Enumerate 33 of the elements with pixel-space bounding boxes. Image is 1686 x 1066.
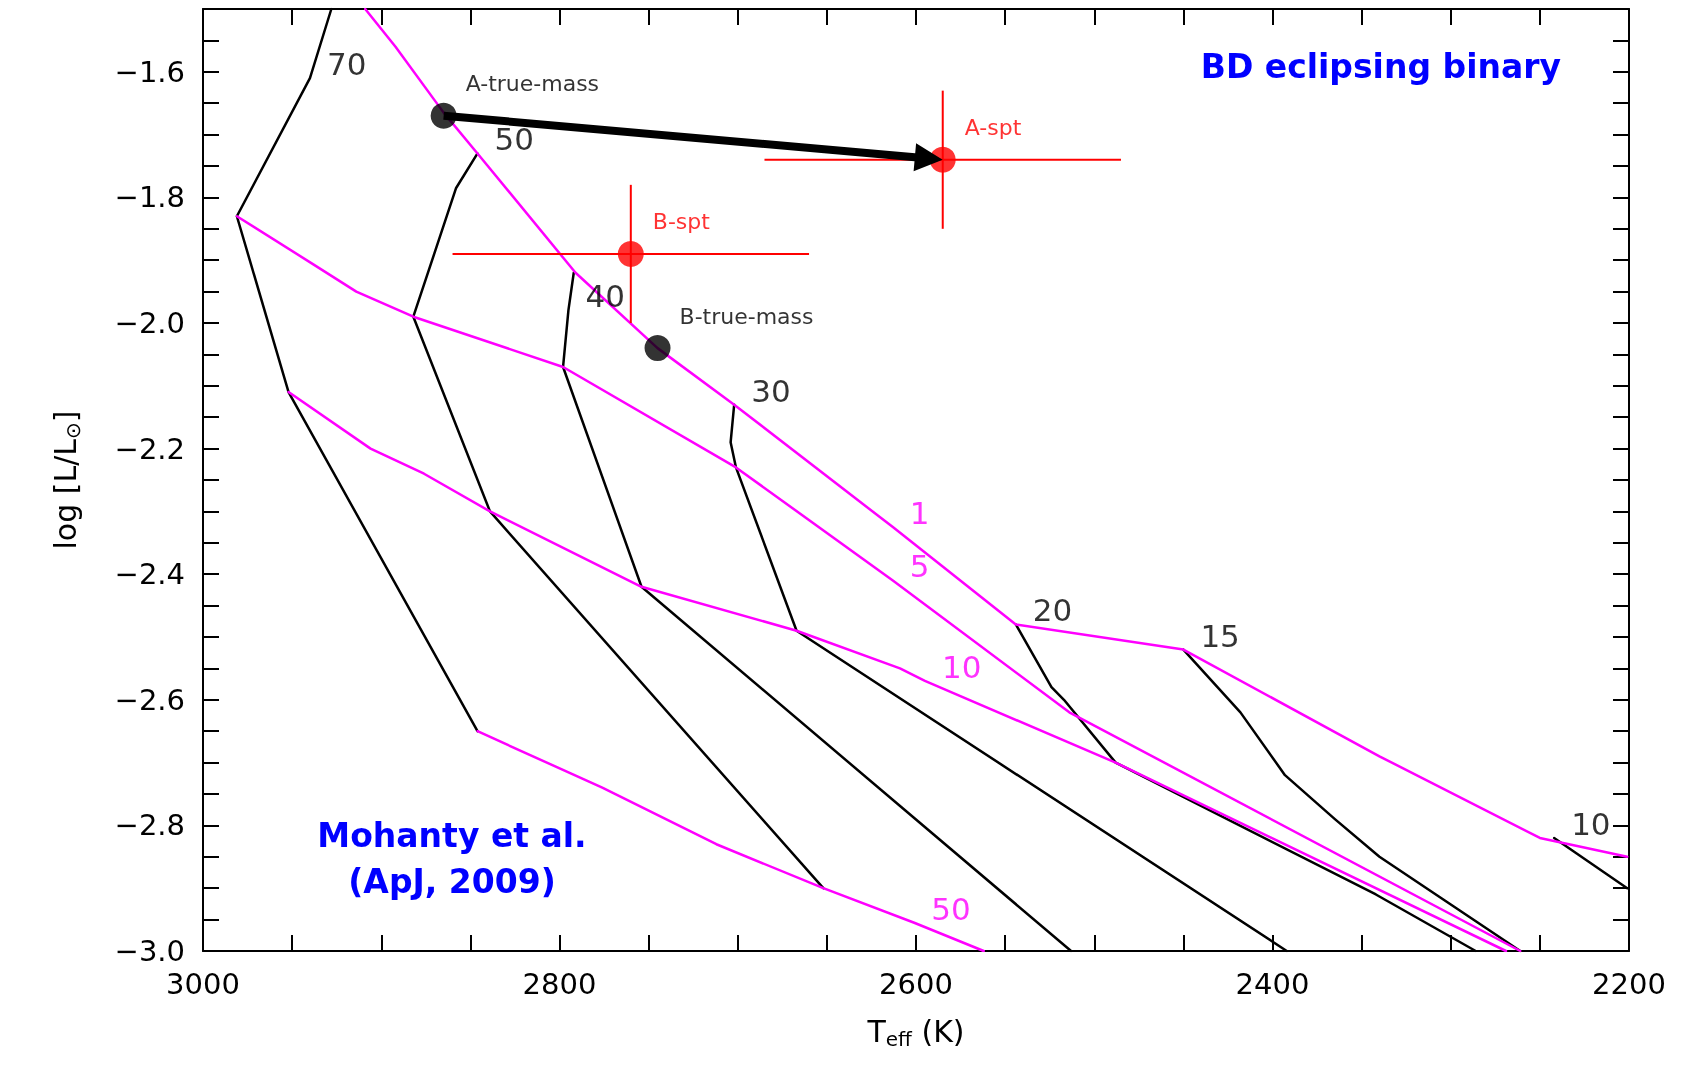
x-tick-label: 2800 [522,966,597,1001]
annotation: 15 [1200,617,1240,654]
point [644,335,671,362]
series-label: A-true-mass [465,71,600,97]
annotation: 10 [941,648,982,685]
y-axis-title: log [L/L⊙] [47,410,85,550]
y-tick-label: −2.6 [114,682,185,717]
series-label: A-spt [964,115,1022,141]
annotation: 20 [1032,592,1073,629]
annotation: 70 [326,46,367,83]
line-series [235,214,1522,953]
annotation: 1 [909,495,930,532]
annotation: 30 [751,372,791,409]
point [617,240,644,267]
y-tick-label: −1.8 [114,180,185,215]
x-tick-label: 2400 [1235,966,1310,1001]
y-tick-label: −1.6 [114,54,185,89]
annotation: Mohanty et al. (ApJ, 2009) [317,815,587,901]
y-tick-label: −2.4 [114,557,185,592]
y-tick-label: −2.0 [114,306,185,340]
annotation: 50 [494,121,534,158]
y-tick-label: −3.0 [114,934,185,968]
series-label: B-true-mass [679,303,814,329]
annotation: BD eclipsing binary [1200,47,1561,86]
annotation: 50 [931,890,971,927]
x-tick-label: 3000 [166,966,240,1001]
y-tick-label: −2.2 [114,431,185,466]
annotation: 5 [909,548,930,585]
series-label: B-spt [652,209,711,235]
x-tick-label: 2200 [1592,966,1666,1001]
y-tick-label: −2.8 [114,808,185,843]
x-tick-label: 2600 [879,966,953,1001]
annotation: 10 [1571,805,1611,842]
